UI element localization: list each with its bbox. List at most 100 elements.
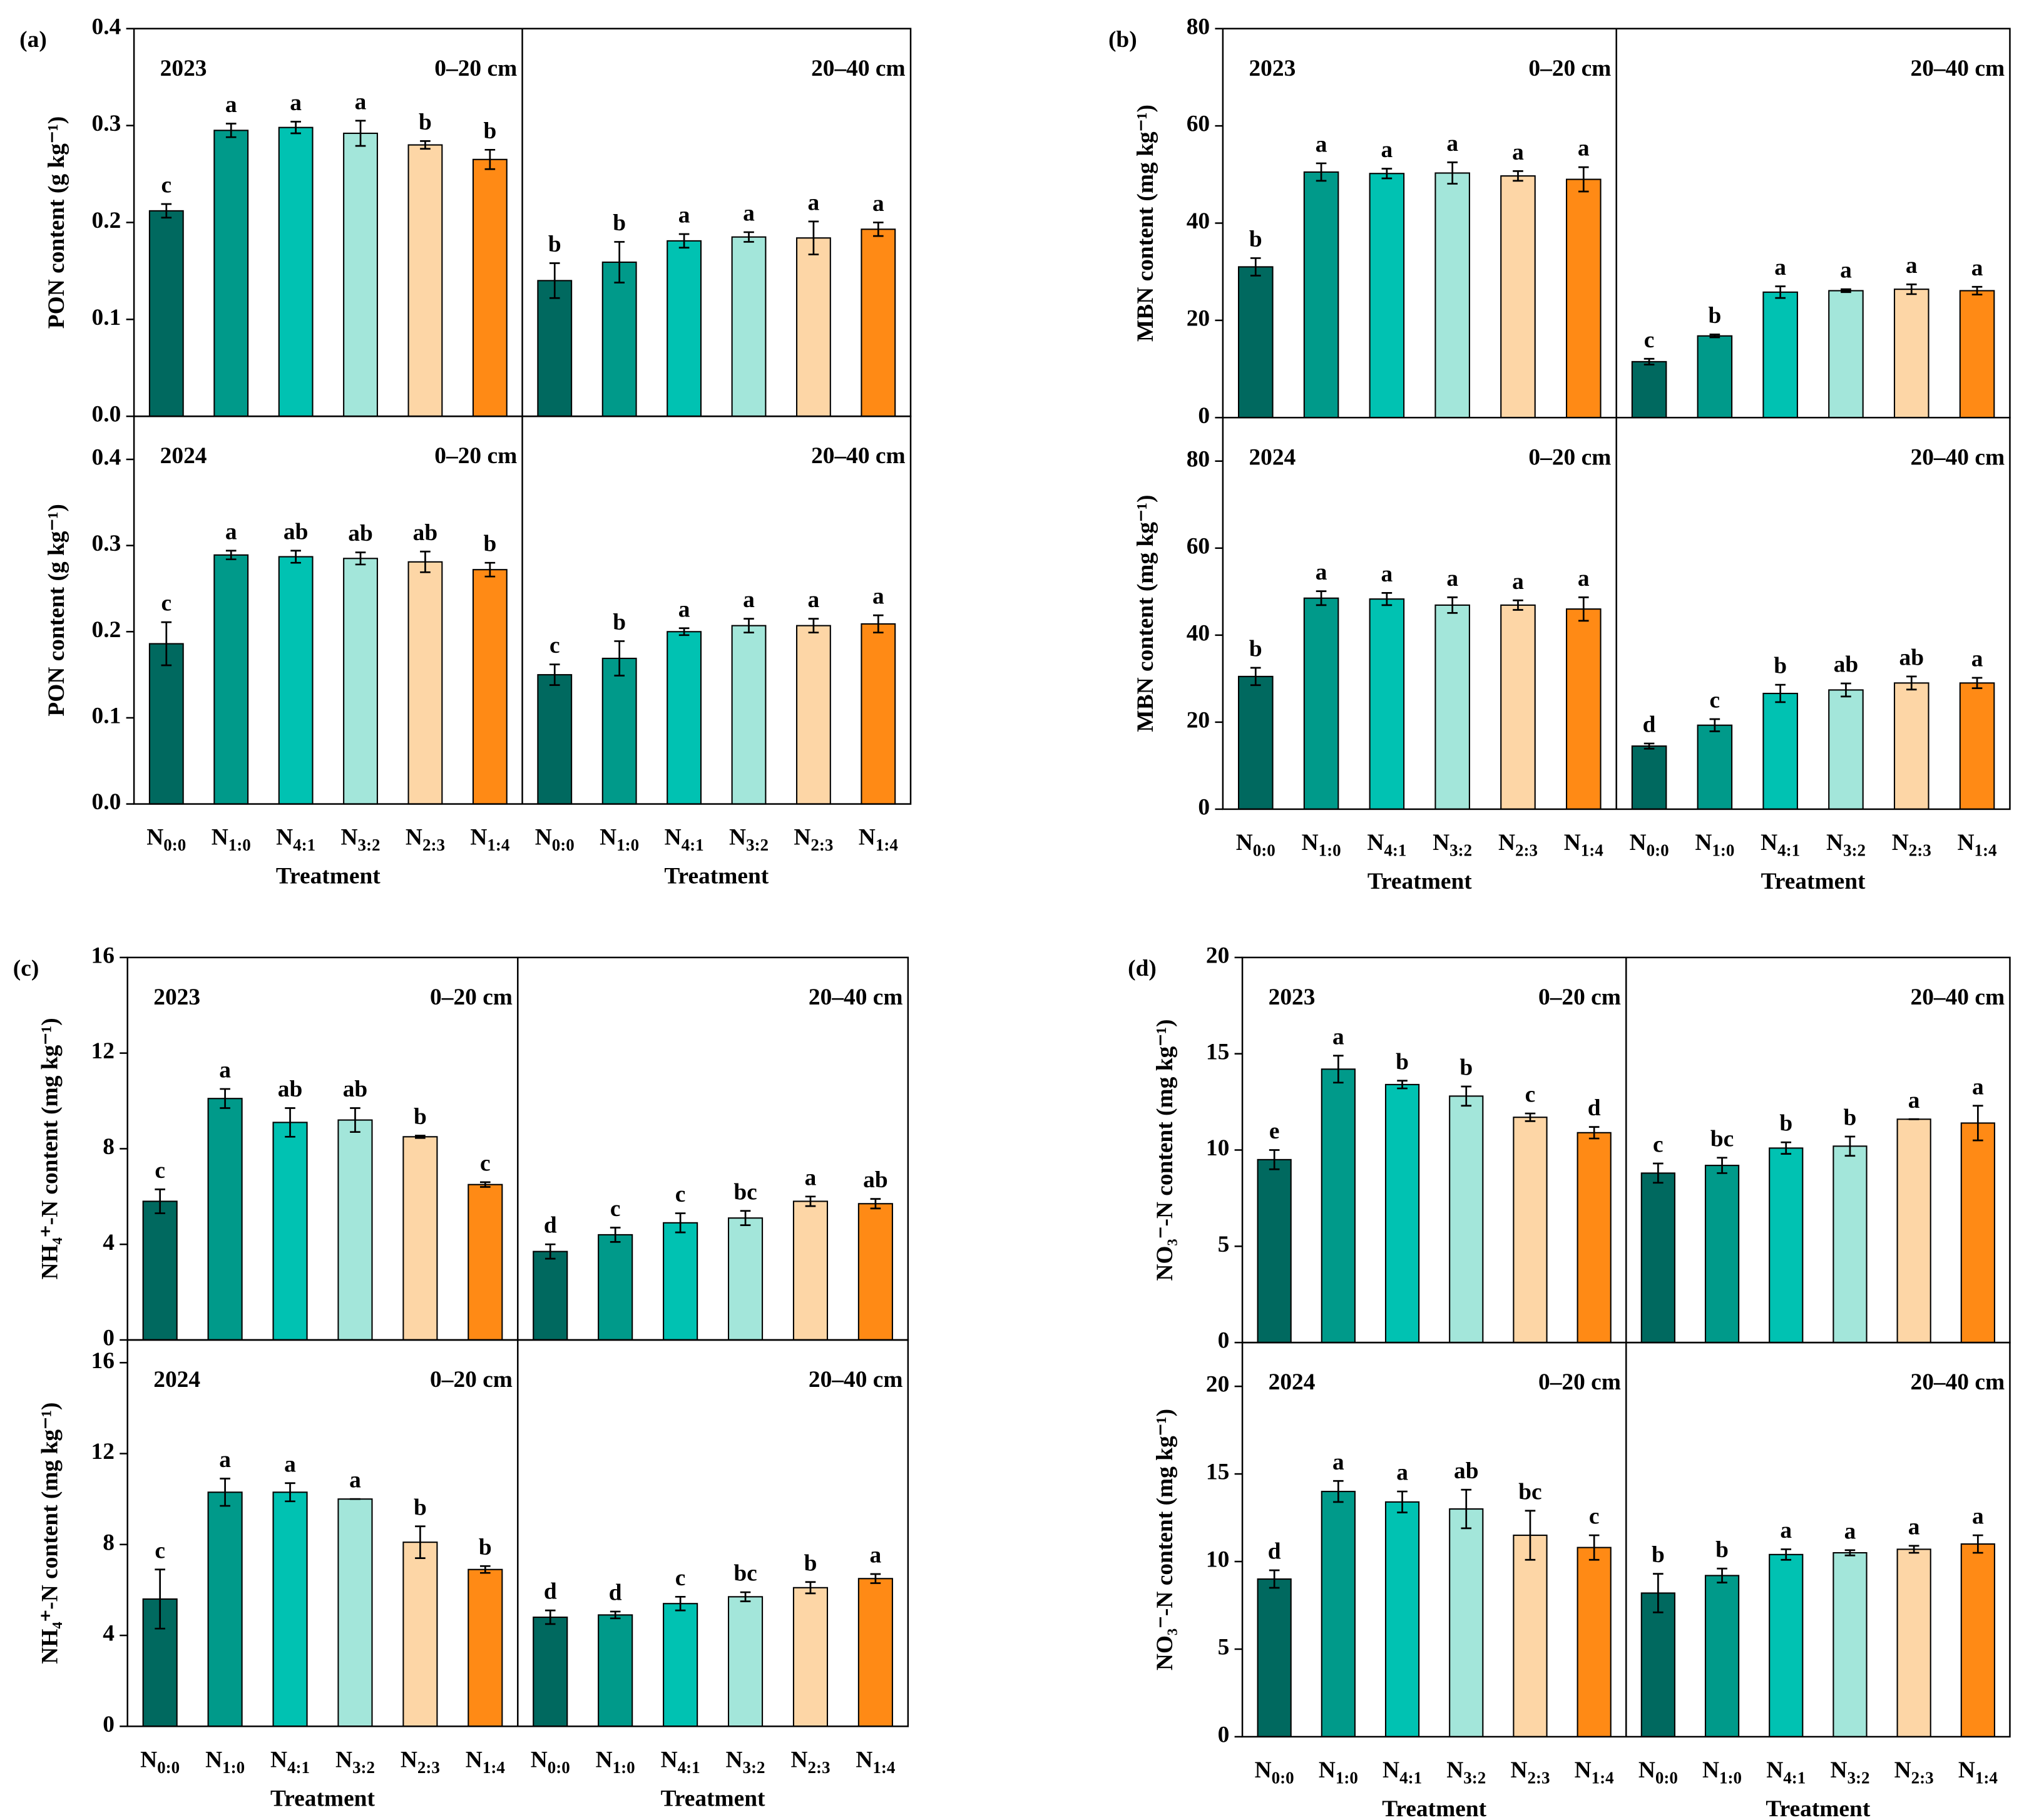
y-tick-label: 80: [1187, 446, 1210, 472]
error-bar: [1381, 592, 1393, 606]
bar: [663, 1222, 698, 1341]
error-bar: [873, 614, 884, 634]
error-bar: [225, 550, 237, 561]
bar: [663, 1603, 698, 1727]
significance-letter: b: [548, 232, 561, 257]
significance-letter: a: [1780, 1518, 1792, 1543]
error-bar: [355, 551, 366, 566]
error-bar: [610, 1227, 621, 1243]
y-axis-title: MBN content (mg kg⁻¹): [1133, 105, 1158, 342]
section-label: 20–40 cm: [811, 443, 906, 469]
error-bar: [480, 1181, 491, 1188]
error-bar: [744, 618, 754, 634]
y-tick-label: 0.4: [92, 445, 121, 471]
significance-letter: a: [1446, 566, 1458, 591]
significance-letter: a: [678, 596, 690, 622]
error-bar: [1709, 334, 1720, 339]
bar: [727, 1596, 764, 1727]
significance-letter: a: [225, 519, 237, 544]
bar: [1960, 1543, 1995, 1737]
x-tick-label: N4:1: [661, 1747, 700, 1777]
y-tick-label: 16: [91, 1348, 115, 1374]
x-tick-label: N0:0: [146, 824, 186, 854]
bar: [1959, 290, 1995, 419]
bar: [1257, 1158, 1292, 1344]
bar: [1893, 289, 1930, 419]
x-tick-label: N3:2: [1830, 1757, 1869, 1787]
panel-label: (b): [1108, 27, 1137, 53]
bar: [727, 1217, 764, 1341]
bar: [1704, 1165, 1740, 1344]
error-bar: [1841, 288, 1851, 294]
significance-letter: c: [161, 173, 171, 198]
y-tick-label: 0.0: [92, 789, 121, 815]
section-label: 0–20 cm: [1538, 1369, 1621, 1395]
bar: [272, 1491, 308, 1727]
bar: [731, 625, 767, 805]
y-tick-label: 0.3: [92, 531, 121, 556]
section-label: 0–20 cm: [430, 1367, 513, 1393]
x-tick-label: N3:2: [726, 1747, 765, 1777]
significance-letter: b: [1459, 1055, 1473, 1081]
bar: [533, 1250, 568, 1341]
error-bar: [1250, 667, 1261, 687]
error-bar: [415, 1135, 426, 1139]
year-label: 2024: [1269, 1369, 1316, 1395]
error-bar: [220, 1088, 230, 1109]
significance-letter: a: [225, 92, 237, 118]
x-tick-label: N3:2: [1433, 830, 1472, 860]
error-bar: [740, 1591, 751, 1602]
error-bar: [355, 120, 366, 147]
significance-letter: ab: [1899, 645, 1924, 670]
bar: [1828, 290, 1864, 419]
bar: [533, 1616, 568, 1727]
significance-letter: ab: [278, 1076, 303, 1102]
x-tick-label: N1:0: [1319, 1757, 1358, 1787]
error-bar: [675, 1212, 686, 1234]
x-tick-label: N1:0: [1695, 830, 1734, 860]
bar: [1565, 608, 1602, 810]
y-axis-title: PON content (g kg⁻¹): [44, 504, 69, 717]
significance-letter: b: [804, 1550, 817, 1576]
error-bar: [744, 231, 754, 243]
y-axis-title: NO₃⁻-N content (mg kg⁻¹): [1152, 1409, 1178, 1670]
error-bar: [678, 627, 690, 636]
bar: [1631, 360, 1667, 419]
error-bar: [870, 1198, 881, 1210]
significance-letter: b: [1249, 227, 1262, 252]
x-tick-label: N0:0: [531, 1747, 570, 1777]
x-tick-label: N3:2: [341, 824, 381, 854]
y-tick-label: 12: [91, 1038, 115, 1064]
bar: [213, 130, 249, 417]
bar: [1434, 604, 1470, 810]
significance-letter: e: [1269, 1118, 1280, 1144]
error-bar: [808, 220, 819, 255]
x-tick-label: N1:0: [212, 824, 251, 854]
significance-letter: c: [1653, 1132, 1664, 1158]
y-tick-label: 0: [103, 1326, 115, 1351]
x-tick-label: N1:4: [1958, 1757, 1998, 1787]
x-tick-label: N1:4: [470, 824, 509, 854]
y-tick-label: 0: [1218, 1328, 1230, 1354]
section-label: 20–40 cm: [1910, 1369, 2005, 1395]
significance-letter: b: [479, 1535, 492, 1560]
bar: [1577, 1132, 1612, 1344]
y-tick-label: 8: [103, 1530, 115, 1555]
bar: [407, 144, 443, 417]
significance-letter: d: [544, 1213, 557, 1239]
error-bar: [420, 550, 431, 573]
significance-letter: a: [1908, 1088, 1920, 1113]
bar: [1577, 1546, 1612, 1737]
error-bar: [1709, 718, 1720, 732]
x-axis-title: Treatment: [270, 1786, 375, 1811]
error-bar: [415, 1525, 426, 1559]
bar: [1238, 266, 1274, 419]
error-bar: [1643, 742, 1655, 750]
significance-letter: bc: [1710, 1126, 1734, 1152]
bar: [795, 625, 831, 805]
significance-letter: b: [419, 110, 432, 135]
error-bar: [1269, 1569, 1280, 1589]
x-tick-label: N0:0: [535, 824, 575, 854]
significance-letter: a: [349, 1468, 361, 1493]
significance-letter: a: [1972, 1074, 1984, 1100]
